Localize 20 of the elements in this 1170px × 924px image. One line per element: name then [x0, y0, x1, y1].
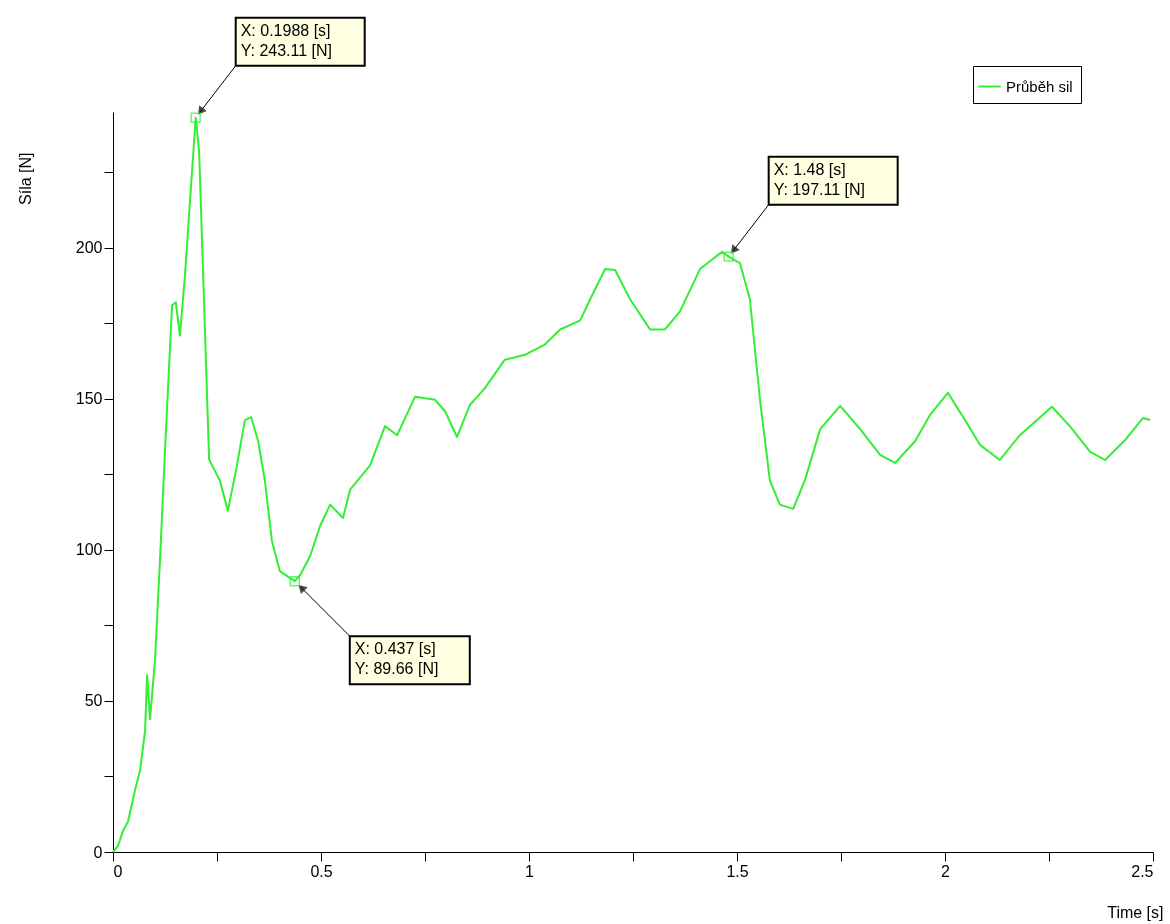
point — [723, 251, 734, 262]
y-tick-label: 150 — [75, 390, 103, 408]
point — [289, 575, 301, 587]
y-tick-label: 50 — [84, 692, 103, 710]
x-tick-label: 0 — [113, 862, 123, 880]
annotation: X: 1.48 [s] Y: 197.11 [N] — [773, 160, 866, 198]
y-axis-title: Síla [N] — [16, 152, 34, 205]
x-tick-label: 1 — [525, 862, 535, 880]
annotation: X: 0.437 [s] Y: 89.66 [N] — [354, 640, 439, 678]
x-tick-label: 2 — [941, 862, 951, 880]
x-axis-title: Time [s] — [1107, 903, 1164, 921]
y-tick-label: 0 — [93, 843, 103, 861]
x-tick-label: 2.5 — [1131, 862, 1154, 880]
point — [190, 112, 201, 123]
x-tick-label: 0.5 — [310, 862, 333, 880]
annotation: X: 0.1988 [s] Y: 243.11 [N] — [240, 21, 333, 59]
y-tick-label: 100 — [75, 541, 103, 559]
y-tick-label: 200 — [75, 239, 103, 257]
legend-label: Průběh sil — [1006, 77, 1073, 95]
x-tick-label: 1.5 — [726, 862, 749, 880]
